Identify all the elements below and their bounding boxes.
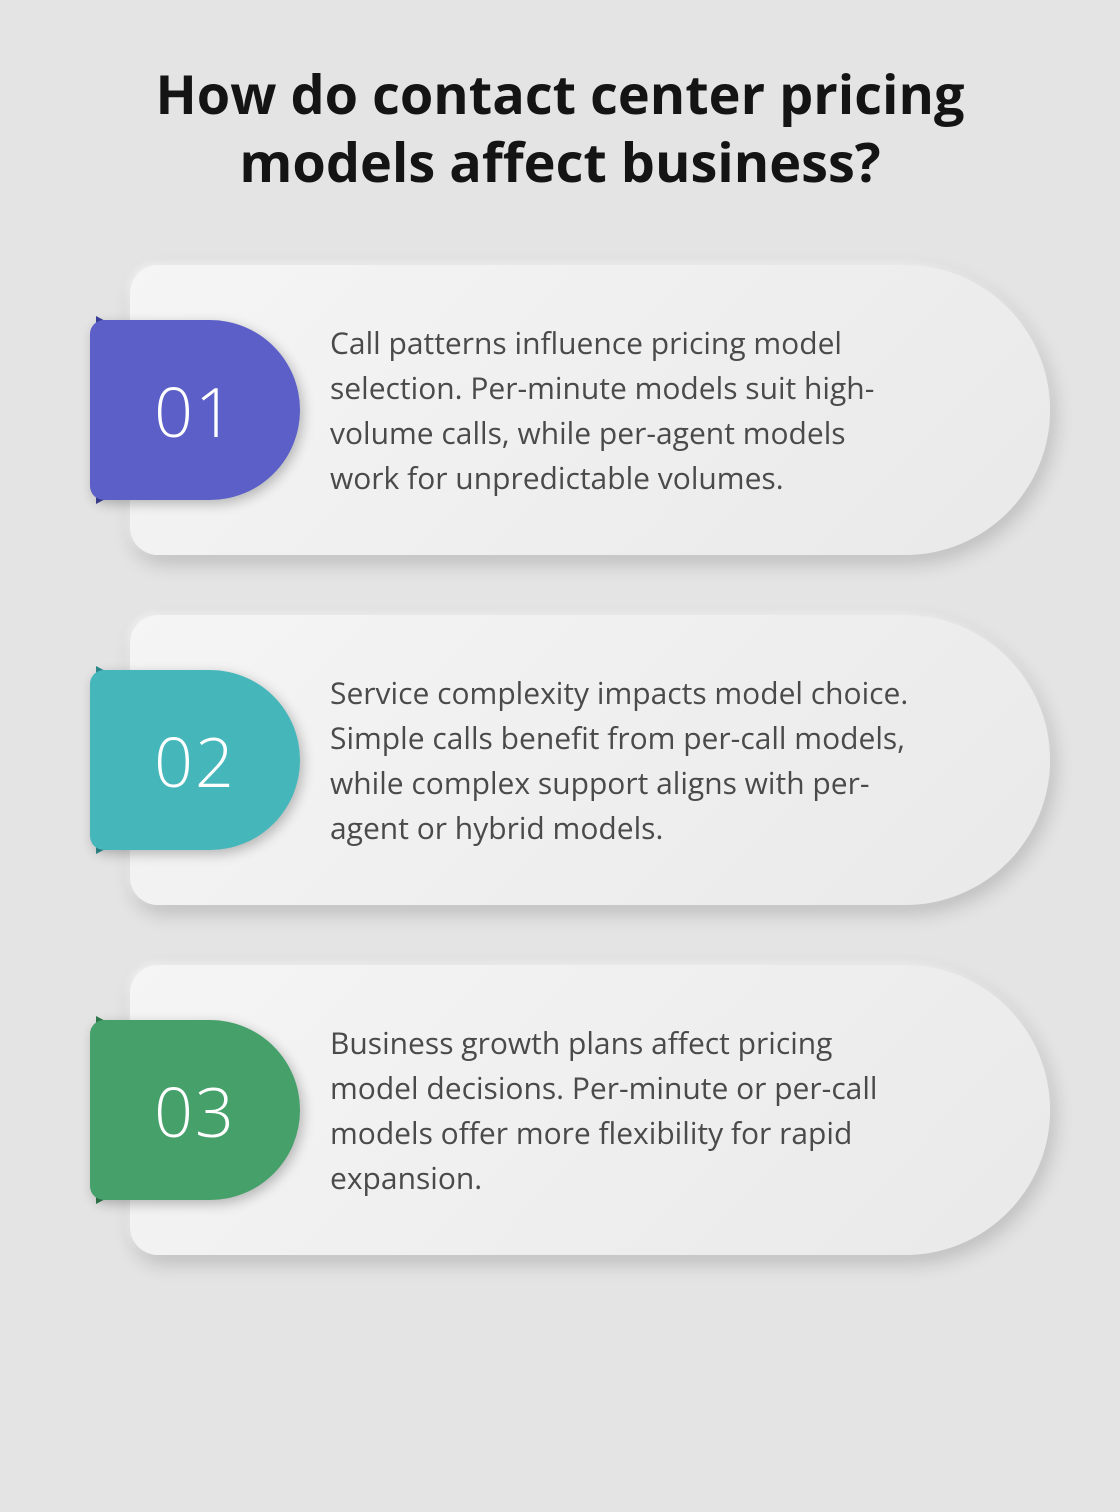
number-badge: 03 (90, 1020, 300, 1200)
number-badge: 02 (90, 670, 300, 850)
number-badge: 01 (90, 320, 300, 500)
info-card: Business growth plans affect pricing mod… (70, 965, 1050, 1255)
badge-number: 03 (154, 1064, 236, 1157)
card-text: Service complexity impacts model choice.… (330, 670, 910, 850)
badge-wrap: 03 (70, 1020, 300, 1200)
badge-number: 01 (154, 364, 236, 457)
page-title: How do contact center pricing models aff… (70, 60, 1050, 195)
card-list: Call patterns influence pricing model se… (70, 265, 1050, 1255)
card-text: Call patterns influence pricing model se… (330, 320, 910, 500)
badge-wrap: 02 (70, 670, 300, 850)
badge-number: 02 (154, 714, 236, 807)
info-card: Call patterns influence pricing model se… (70, 265, 1050, 555)
info-card: Service complexity impacts model choice.… (70, 615, 1050, 905)
card-text: Business growth plans affect pricing mod… (330, 1020, 910, 1200)
badge-wrap: 01 (70, 320, 300, 500)
